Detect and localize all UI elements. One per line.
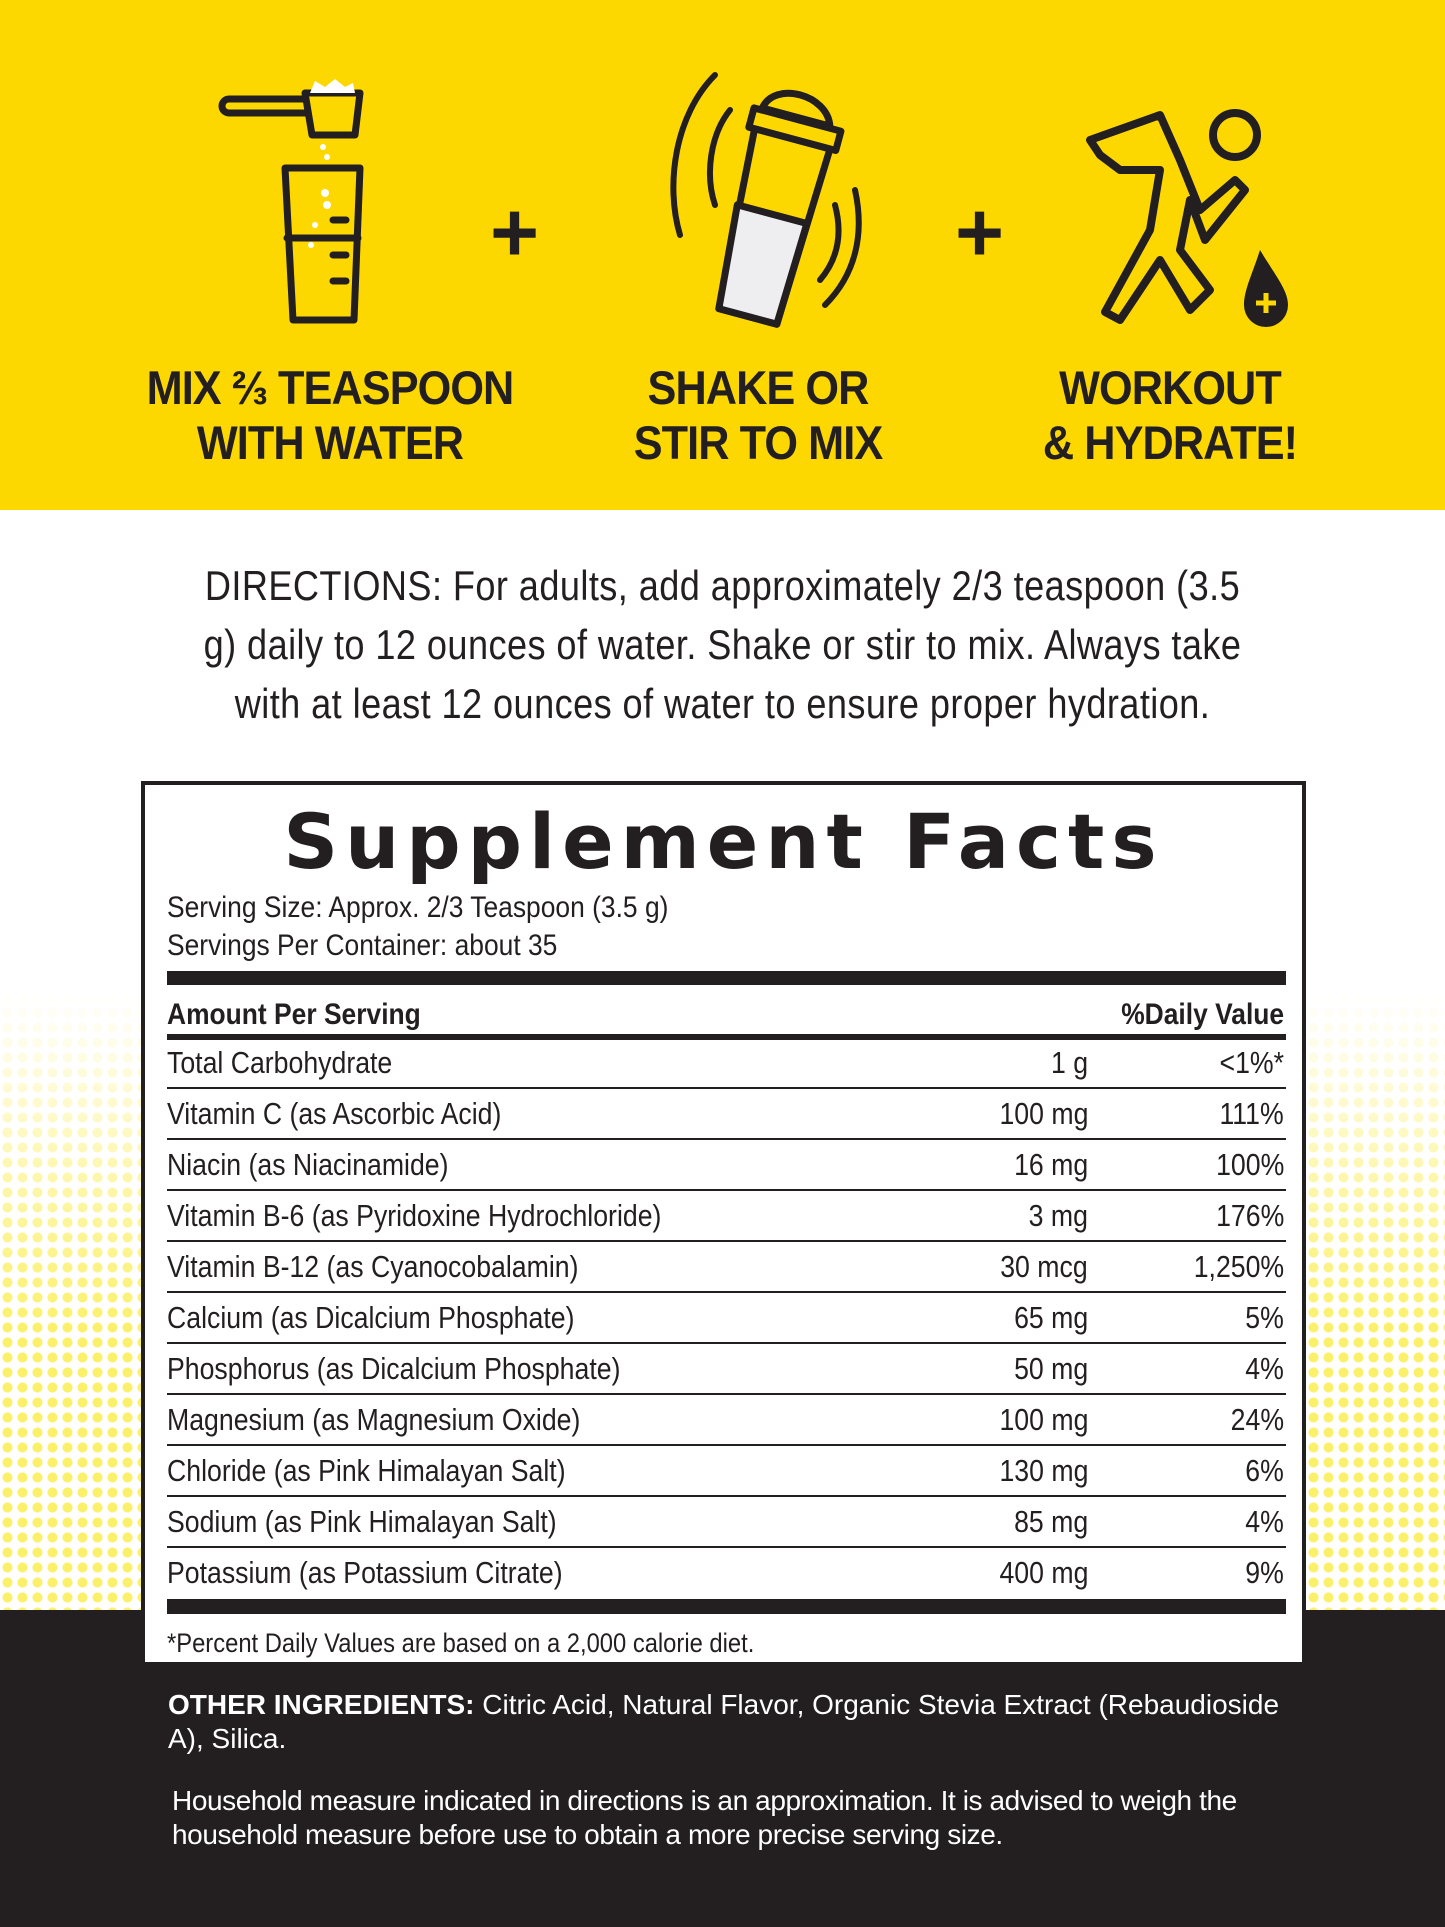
nutrient-name: Calcium (as Dicalcium Phosphate) — [167, 1300, 575, 1335]
step-3-label: WORKOUT & HYDRATE! — [1042, 361, 1298, 469]
table-row: Magnesium (as Magnesium Oxide) 100 mg 24% — [167, 1395, 1286, 1446]
table-row: Calcium (as Dicalcium Phosphate) 65 mg 5% — [167, 1293, 1286, 1344]
step-2-label: SHAKE OR STIR TO MIX — [633, 361, 883, 469]
nutrient-name: Sodium (as Pink Himalayan Salt) — [167, 1504, 557, 1539]
nutrient-amount: 100 mg — [999, 1096, 1088, 1131]
nutrient-amount: 65 mg — [1013, 1300, 1088, 1335]
nutrient-name: Niacin (as Niacinamide) — [167, 1147, 449, 1182]
nutrient-daily-value: 4% — [1245, 1504, 1284, 1539]
nutrient-amount: 50 mg — [1013, 1351, 1088, 1386]
nutrient-amount: 30 mcg — [1000, 1249, 1088, 1284]
table-row: Potassium (as Potassium Citrate) 400 mg 9% — [167, 1548, 1286, 1599]
household-measure-note: Household measure indicated in direction… — [172, 1785, 1237, 1850]
table-row: Vitamin B-12 (as Cyanocobalamin) 30 mcg 1,… — [167, 1242, 1286, 1293]
dot-pattern-right — [1306, 990, 1445, 1615]
nutrient-amount: 130 mg — [999, 1453, 1088, 1488]
instructions-banner — [0, 0, 1445, 510]
header-daily-value: %Daily Value — [1121, 998, 1284, 1031]
nutrient-name: Chloride (as Pink Himalayan Salt) — [167, 1453, 566, 1488]
divider-thick-bottom — [167, 1599, 1286, 1614]
nutrient-name: Vitamin C (as Ascorbic Acid) — [167, 1096, 502, 1131]
nutrient-daily-value: 4% — [1245, 1351, 1284, 1386]
divider-thick — [167, 971, 1286, 985]
runner-hydrate-icon — [1086, 109, 1288, 327]
other-ingredients: OTHER INGREDIENTS: Citric Acid, Natural … — [168, 1689, 1280, 1754]
shaker-bottle-icon — [670, 72, 862, 328]
scoop-glass-icon — [218, 79, 364, 324]
nutrient-amount: 1 g — [1050, 1045, 1088, 1080]
nutrient-daily-value: 6% — [1245, 1453, 1284, 1488]
servings-per-container: Servings Per Container: about 35 — [167, 929, 558, 962]
table-row: Chloride (as Pink Himalayan Salt) 130 mg 6… — [167, 1446, 1286, 1497]
dot-pattern-left — [0, 990, 141, 1615]
facts-header: Amount Per Serving %Daily Value — [167, 995, 1286, 1035]
nutrient-name: Vitamin B-12 (as Cyanocobalamin) — [167, 1249, 579, 1284]
facts-rows: Total Carbohydrate 1 g <1%* Vitamin C (as A… — [167, 1038, 1286, 1599]
table-row: Niacin (as Niacinamide) 16 mg 100% — [167, 1140, 1286, 1191]
header-amount: Amount Per Serving — [167, 998, 421, 1031]
footnote: *Percent Daily Values are based on a 2,0… — [167, 1628, 755, 1658]
nutrient-name: Magnesium (as Magnesium Oxide) — [167, 1402, 581, 1437]
nutrient-amount: 100 mg — [999, 1402, 1088, 1437]
nutrient-daily-value: 1,250% — [1193, 1249, 1284, 1284]
table-row: Total Carbohydrate 1 g <1%* — [167, 1038, 1286, 1089]
nutrient-name: Phosphorus (as Dicalcium Phosphate) — [167, 1351, 621, 1386]
nutrient-daily-value: 100% — [1215, 1147, 1284, 1182]
facts-title: Supplement Facts — [283, 797, 1164, 886]
nutrient-name: Potassium (as Potassium Citrate) — [167, 1555, 563, 1590]
divider-medium — [167, 1034, 1286, 1040]
nutrient-daily-value: 176% — [1215, 1198, 1284, 1233]
nutrient-name: Vitamin B-6 (as Pyridoxine Hydrochloride… — [167, 1198, 662, 1233]
nutrient-daily-value: 24% — [1230, 1402, 1284, 1437]
step-1-label: MIX ⅔ TEASPOON WITH WATER — [146, 361, 515, 469]
nutrient-name: Total Carbohydrate — [167, 1045, 393, 1080]
nutrient-amount: 3 mg — [1028, 1198, 1088, 1233]
nutrient-daily-value: 111% — [1219, 1096, 1284, 1131]
nutrient-amount: 16 mg — [1013, 1147, 1088, 1182]
table-row: Sodium (as Pink Himalayan Salt) 85 mg 4% — [167, 1497, 1286, 1548]
nutrient-amount: 400 mg — [999, 1555, 1088, 1590]
nutrient-daily-value: 5% — [1245, 1300, 1284, 1335]
table-row: Vitamin C (as Ascorbic Acid) 100 mg 111% — [167, 1089, 1286, 1140]
nutrient-daily-value: 9% — [1245, 1555, 1284, 1590]
supplement-facts-panel: Supplement Facts Serving Size: Approx. 2… — [141, 781, 1306, 1666]
directions-text: DIRECTIONS: For adults, add approximatel… — [203, 562, 1242, 727]
nutrient-daily-value: <1%* — [1219, 1045, 1284, 1080]
table-row: Phosphorus (as Dicalcium Phosphate) 50 mg… — [167, 1344, 1286, 1395]
plus-icon: + — [490, 185, 540, 279]
nutrient-amount: 85 mg — [1013, 1504, 1088, 1539]
table-row: Vitamin B-6 (as Pyridoxine Hydrochloride… — [167, 1191, 1286, 1242]
plus-icon: + — [955, 185, 1005, 279]
serving-size: Serving Size: Approx. 2/3 Teaspoon (3.5 … — [167, 891, 669, 924]
